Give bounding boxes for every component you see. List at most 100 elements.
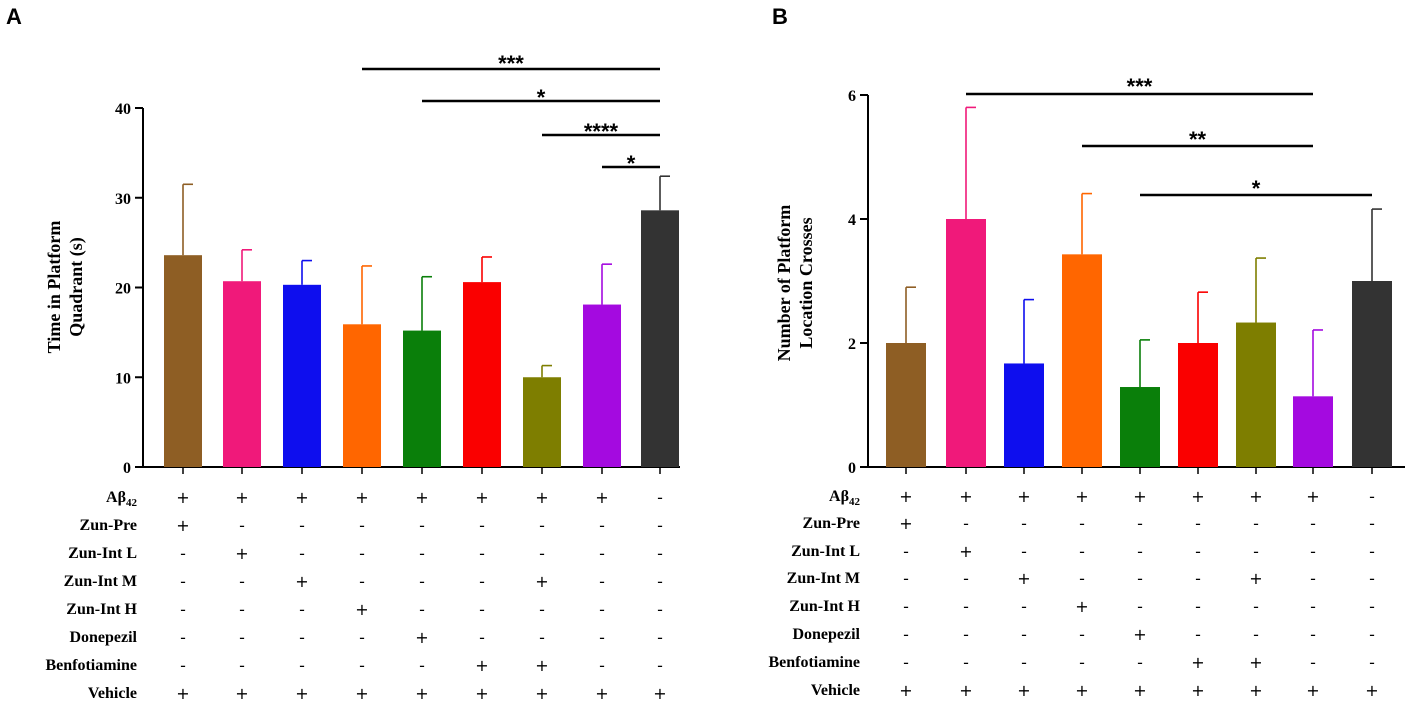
panel-a-row-6-sign-1: - (180, 628, 186, 647)
panel-b-row-4-sign-1: - (903, 569, 909, 588)
panel-a-row-2-sign-5: - (419, 516, 425, 535)
panel-a-row-4-sign-6: - (479, 572, 485, 591)
panel-b-row-8-sign-2: + (959, 681, 972, 700)
panel-b-row-2-sign-1: + (899, 514, 912, 533)
panel-b-row-3-sign-9: - (1369, 542, 1375, 561)
panel-b-row-3-sign-7: - (1253, 542, 1259, 561)
panel-a-row-4-sign-5: - (419, 572, 425, 591)
panel-a-y-tick-label: 0 (123, 460, 131, 477)
panel-a-row-8-sign-7: + (535, 684, 548, 703)
panel-a-row-4-sign-9: - (657, 572, 663, 591)
panel-b-row-2-sign-6: - (1195, 514, 1201, 533)
panel-b-row-8-sign-8: + (1306, 681, 1319, 700)
panel-a-row-label-6: Donepezil (69, 629, 137, 646)
panel-b-row-5-sign-1: - (903, 597, 909, 616)
panel-a-row-2-sign-4: - (359, 516, 365, 535)
panel-a-y-tick-label: 30 (115, 191, 131, 208)
panel-a-row-1-sign-5: + (415, 488, 428, 507)
panel-a-bar-7 (523, 377, 561, 467)
panel-a-row-7-sign-2: - (239, 656, 245, 675)
panel-a-bar-3 (283, 284, 321, 467)
panel-b-row-7-sign-7: + (1249, 653, 1262, 672)
panel-b-row-8-sign-6: + (1191, 681, 1204, 700)
panel-b-row-2-sign-7: - (1253, 514, 1259, 533)
panel-a-row-2-sign-7: - (539, 516, 545, 535)
panel-a-row-3-sign-1: - (180, 544, 186, 563)
panel-a-row-1-sign-3: + (295, 488, 308, 507)
panel-b-row-2-sign-9: - (1369, 514, 1375, 533)
panel-b-row-2-sign-3: - (1021, 514, 1027, 533)
panel-b-row-6-sign-5: + (1133, 625, 1146, 644)
panel-b-row-8-sign-9: + (1365, 681, 1378, 700)
panel-a-row-5-sign-4: + (355, 600, 368, 619)
panel-b-row-1-sign-7: + (1249, 487, 1262, 506)
panel-a-bar-1 (164, 255, 202, 467)
panel-a-row-1-sign-1: + (176, 488, 189, 507)
panel-a-row-1-sign-2: + (235, 488, 248, 507)
panel-a-row-7-sign-6: + (475, 656, 488, 675)
panel-a-bar-9 (641, 210, 679, 467)
panel-b-row-1-sign-1: + (899, 487, 912, 506)
panel-a-row-5-sign-8: - (599, 600, 605, 619)
panel-b-row-1-sign-6: + (1191, 487, 1204, 506)
panel-b-row-2-sign-8: - (1310, 514, 1316, 533)
panel-b-row-4-sign-3: + (1017, 569, 1030, 588)
panel-a-row-7-sign-9: - (657, 656, 663, 675)
panel-b-row-7-sign-3: - (1021, 653, 1027, 672)
panel-b-row-5-sign-7: - (1253, 597, 1259, 616)
panel-b-row-4-sign-9: - (1369, 569, 1375, 588)
panel-b-y-axis-title-line-2: Location Crosses (796, 217, 816, 348)
panel-a-row-label-main: Aβ (106, 489, 126, 506)
panel-b-row-label-1: Aβ42 (829, 488, 860, 508)
panel-a-row-5-sign-6: - (479, 600, 485, 619)
panel-a-bar-5 (403, 330, 441, 467)
panel-a-row-8-sign-1: + (176, 684, 189, 703)
panel-a-row-4-sign-4: - (359, 572, 365, 591)
panel-b-row-6-sign-4: - (1079, 625, 1085, 644)
panel-a-row-7-sign-8: - (599, 656, 605, 675)
panel-b-row-7-sign-2: - (963, 653, 969, 672)
panel-a-row-1-sign-4: + (355, 488, 368, 507)
panel-a-y-tick-label: 20 (115, 281, 131, 298)
panel-a-row-3-sign-4: - (359, 544, 365, 563)
panel-b-row-8-sign-1: + (899, 681, 912, 700)
panel-b-bar-4 (1062, 254, 1102, 467)
panel-a-row-label-4: Zun-Int M (64, 573, 137, 590)
panel-b-significance-label-1: *** (1127, 74, 1153, 99)
panel-b-row-7-sign-6: + (1191, 653, 1204, 672)
panel-a-row-4-sign-8: - (599, 572, 605, 591)
panel-b-bar-7 (1236, 322, 1276, 467)
panel-a-row-1-sign-8: + (595, 488, 608, 507)
panel-b-row-5-sign-6: - (1195, 597, 1201, 616)
panel-a-row-3-sign-7: - (539, 544, 545, 563)
panel-a-row-8-sign-5: + (415, 684, 428, 703)
panel-b-row-3-sign-3: - (1021, 542, 1027, 561)
panel-b-row-8-sign-3: + (1017, 681, 1030, 700)
panel-b-row-label-8: Vehicle (811, 682, 860, 699)
panel-b-row-4-sign-6: - (1195, 569, 1201, 588)
panel-b-row-1-sign-2: + (959, 487, 972, 506)
panel-a-row-2-sign-2: - (239, 516, 245, 535)
panel-b-row-4-sign-8: - (1310, 569, 1316, 588)
panel-a-row-label-7: Benfotiamine (45, 657, 137, 674)
panel-a-row-6-sign-7: - (539, 628, 545, 647)
panel-b-row-2-sign-2: - (963, 514, 969, 533)
panel-a-row-6-sign-3: - (299, 628, 305, 647)
panel-a-row-7-sign-7: + (535, 656, 548, 675)
panel-b-bar-2 (946, 219, 986, 467)
panel-a-row-5-sign-2: - (239, 600, 245, 619)
panel-b-row-label-6: Donepezil (792, 626, 860, 643)
panel-a-row-5-sign-5: - (419, 600, 425, 619)
panel-a-significance-label-4: * (627, 151, 636, 176)
panel-b-bar-9 (1352, 281, 1392, 467)
panel-a-row-label-3: Zun-Int L (68, 545, 137, 562)
panel-a-row-2-sign-9: - (657, 516, 663, 535)
panel-a-row-8-sign-6: + (475, 684, 488, 703)
panel-a-bar-6 (463, 282, 501, 467)
panel-b-row-5-sign-2: - (963, 597, 969, 616)
panel-b-row-6-sign-3: - (1021, 625, 1027, 644)
panel-a-significance-label-3: **** (584, 119, 619, 144)
panel-a-significance-label-2: * (537, 85, 546, 110)
panel-a-row-6-sign-9: - (657, 628, 663, 647)
panel-b-row-label-subscript: 42 (849, 496, 861, 508)
